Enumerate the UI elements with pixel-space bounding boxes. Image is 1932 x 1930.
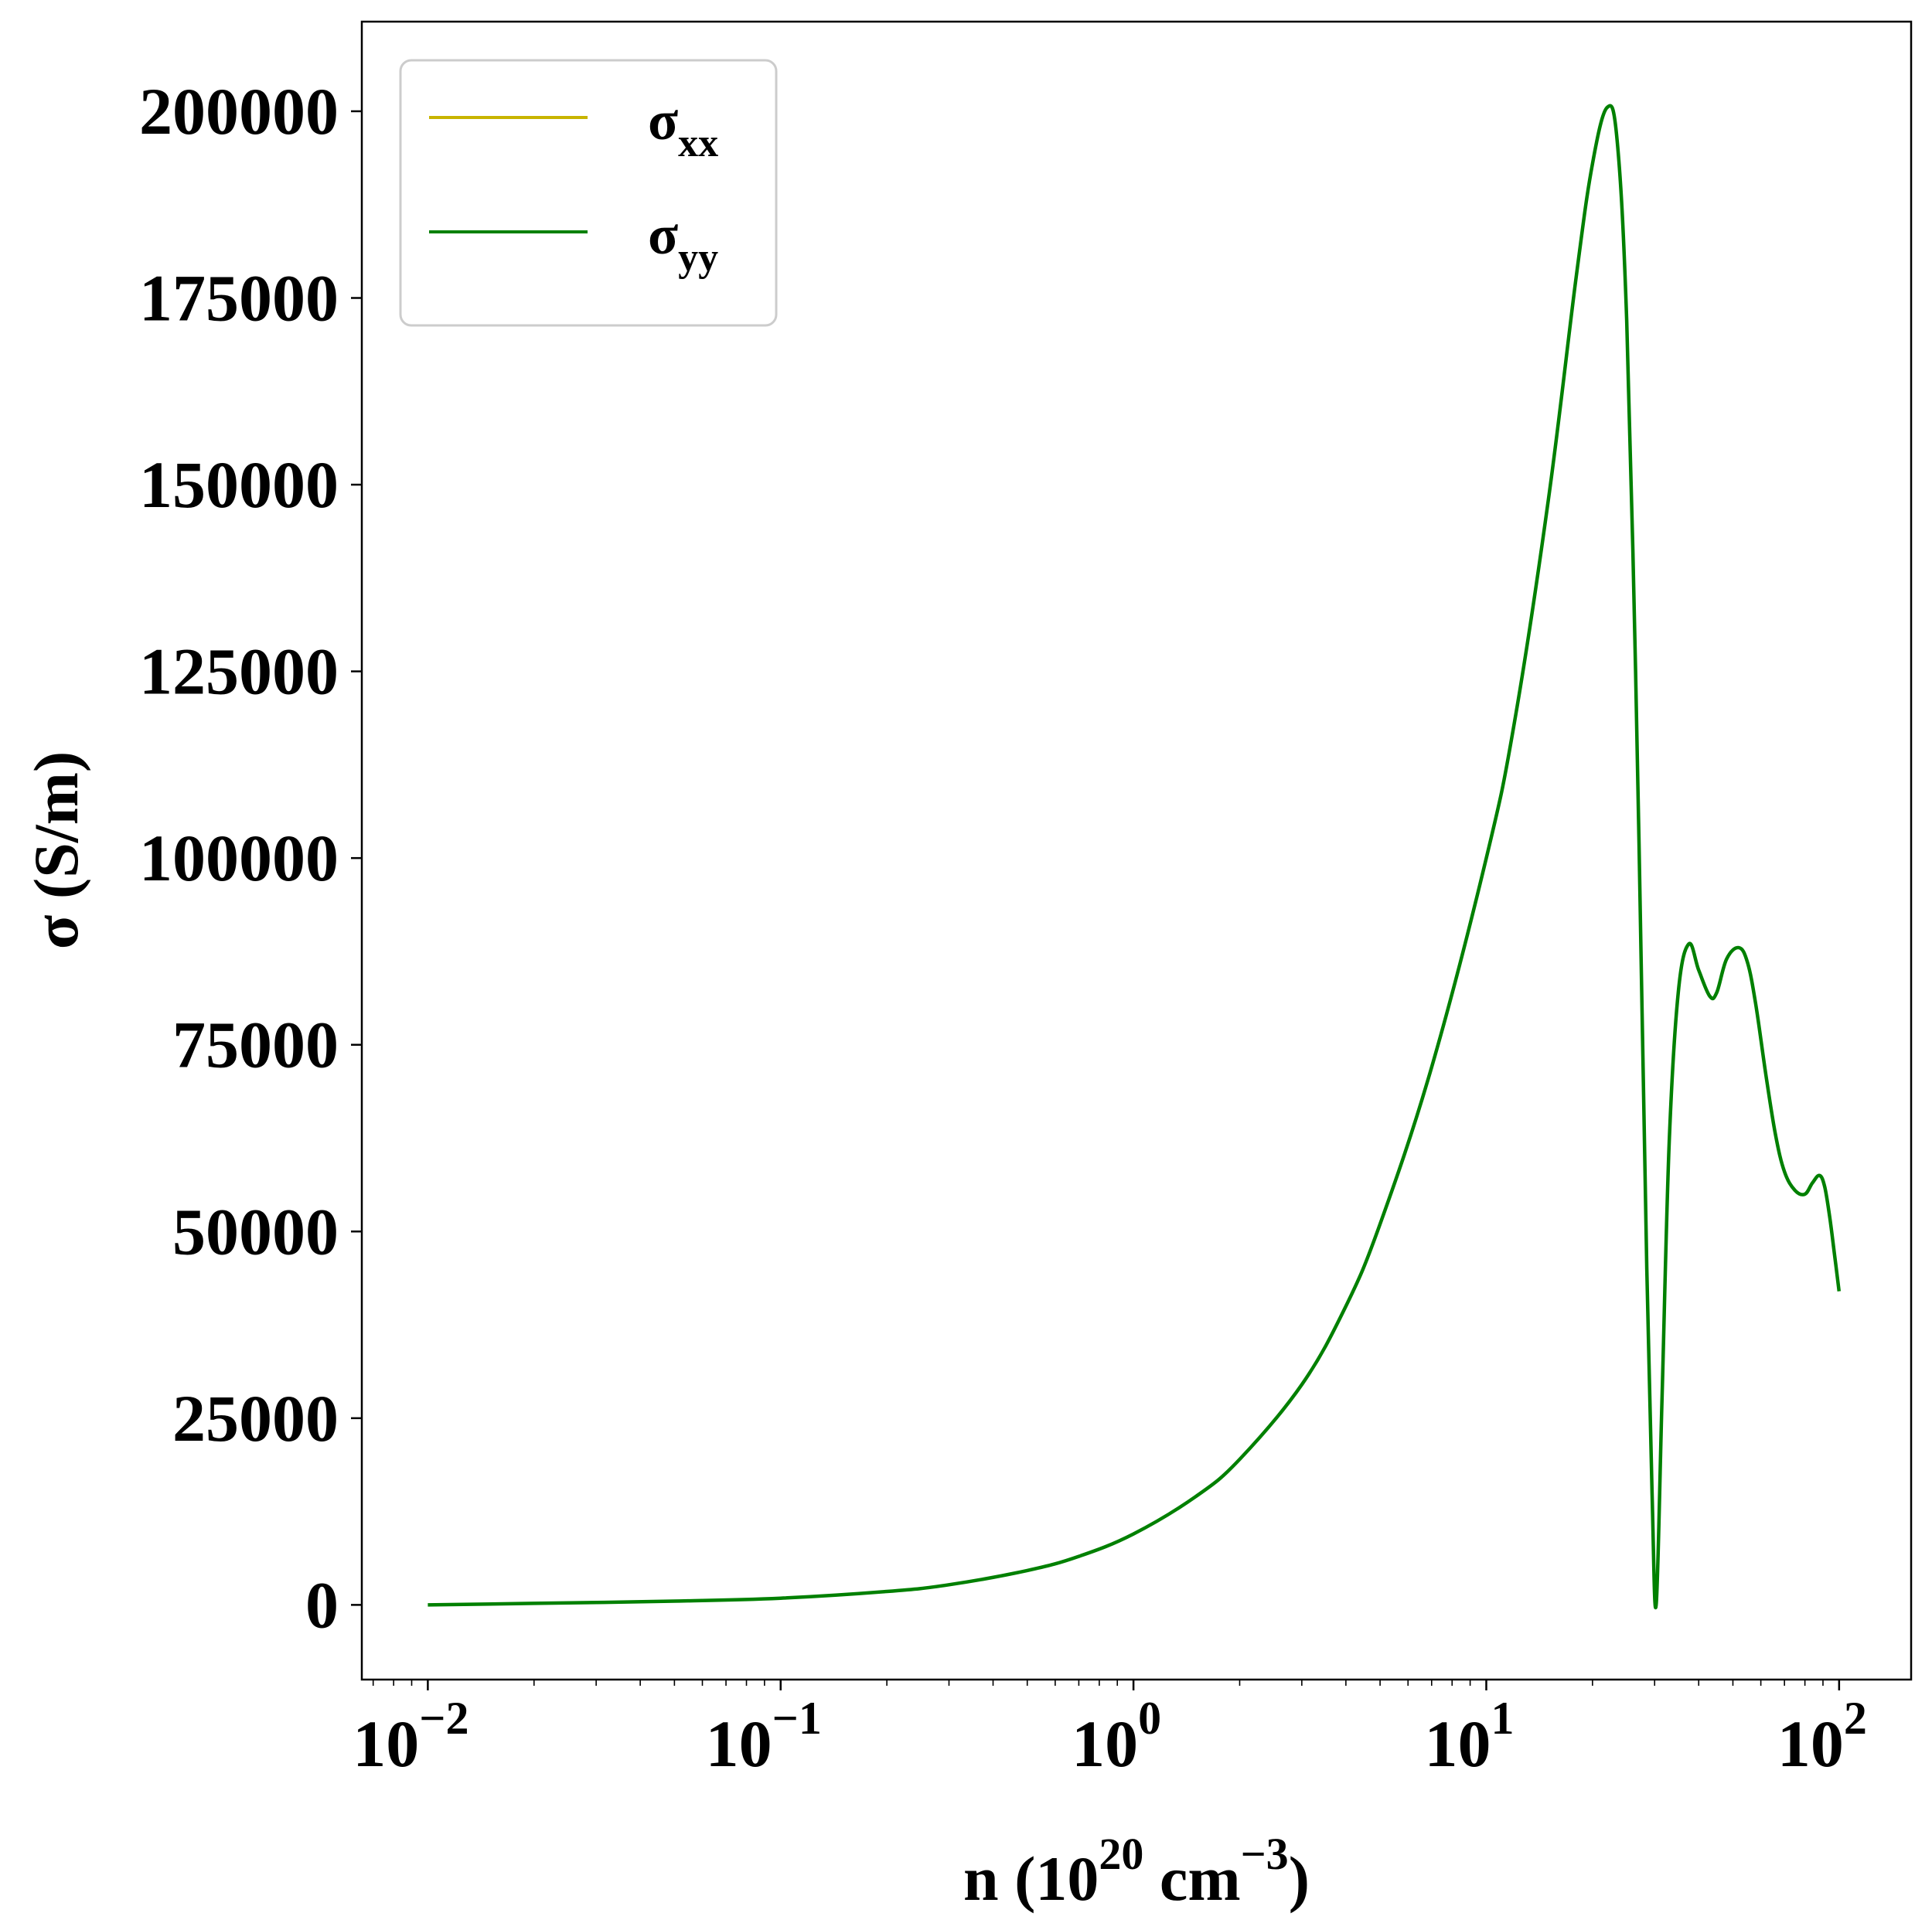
x-tick-label: 102 bbox=[1777, 1693, 1867, 1781]
series-line-0 bbox=[428, 104, 1842, 1609]
x-tick-label: 100 bbox=[1072, 1693, 1161, 1781]
x-tick-label: 10−1 bbox=[706, 1693, 822, 1781]
series-layer bbox=[428, 104, 1842, 1609]
y-tick-label: 50000 bbox=[172, 1194, 339, 1268]
y-tick-label: 0 bbox=[305, 1567, 339, 1642]
x-tick-label: 101 bbox=[1424, 1693, 1514, 1781]
plot-area-frame bbox=[360, 20, 1913, 1681]
legend: σxx σyy bbox=[399, 59, 778, 327]
x-axis: 10−2 10−1 100 101 102 bbox=[353, 1680, 1867, 1781]
legend-label-xx: σxx bbox=[648, 90, 718, 165]
y-axis: 0 25000 50000 75000 100000 125000 150000 175000… bbox=[139, 74, 362, 1642]
y-tick-label: 125000 bbox=[139, 635, 339, 709]
y-tick-label: 100000 bbox=[139, 821, 339, 895]
y-tick-label: 175000 bbox=[139, 261, 339, 335]
y-tick-label: 75000 bbox=[172, 1008, 339, 1082]
x-tick-label: 10−2 bbox=[353, 1693, 469, 1781]
legend-frame bbox=[399, 59, 778, 327]
y-tick-label: 150000 bbox=[139, 448, 339, 522]
y-axis-label: σ (S/m) bbox=[21, 751, 91, 949]
legend-label-yy: σyy bbox=[648, 204, 718, 280]
y-tick-label: 25000 bbox=[172, 1381, 339, 1455]
y-tick-label: 200000 bbox=[139, 74, 339, 148]
x-axis-label: n (1020 cm−3) bbox=[963, 1829, 1310, 1914]
